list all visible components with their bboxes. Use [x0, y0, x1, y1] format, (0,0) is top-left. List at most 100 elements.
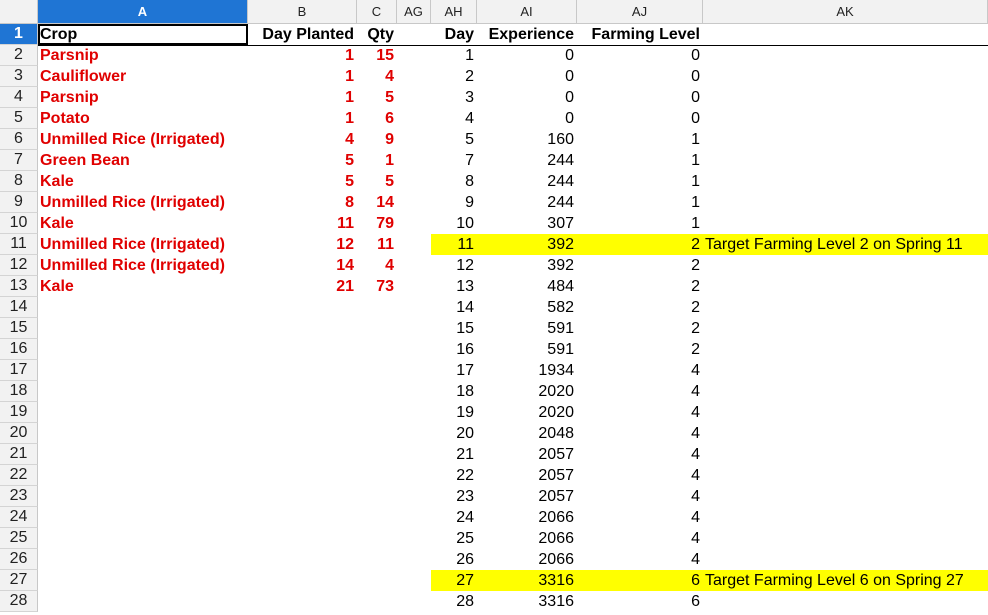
crop-cell[interactable]: Kale [40, 173, 74, 190]
qty-cell[interactable]: 5 [385, 173, 394, 190]
qty-cell[interactable]: 11 [377, 236, 394, 253]
experience-cell[interactable]: 0 [565, 68, 574, 85]
experience-cell[interactable]: 244 [547, 173, 574, 190]
day-cell[interactable]: 21 [456, 446, 474, 463]
crop-cell[interactable]: Green Bean [40, 152, 130, 169]
day-cell[interactable]: 19 [456, 404, 474, 421]
crop-cell[interactable]: Kale [40, 215, 74, 232]
farming-level-cell[interactable]: 6 [691, 572, 700, 589]
column-header-ai[interactable]: AI [477, 0, 577, 24]
farming-level-cell[interactable]: 1 [691, 152, 700, 169]
day-planted-cell[interactable]: 5 [345, 173, 354, 190]
row-header-21[interactable]: 21 [0, 444, 38, 465]
row-header-15[interactable]: 15 [0, 318, 38, 339]
experience-cell[interactable]: 0 [565, 110, 574, 127]
experience-cell[interactable]: 2057 [538, 467, 574, 484]
experience-cell[interactable]: 2066 [538, 551, 574, 568]
farming-level-cell[interactable]: 4 [691, 551, 700, 568]
column-header-ak[interactable]: AK [703, 0, 988, 24]
experience-cell[interactable]: 244 [547, 152, 574, 169]
row-header-13[interactable]: 13 [0, 276, 38, 297]
experience-cell[interactable]: 2066 [538, 530, 574, 547]
row-header-22[interactable]: 22 [0, 465, 38, 486]
farming-level-cell[interactable]: 0 [691, 68, 700, 85]
experience-cell[interactable]: 582 [547, 299, 574, 316]
day-cell[interactable]: 12 [456, 257, 474, 274]
row-header-25[interactable]: 25 [0, 528, 38, 549]
farming-level-cell[interactable]: 2 [691, 278, 700, 295]
row-header-26[interactable]: 26 [0, 549, 38, 570]
header-crop[interactable]: Crop [40, 26, 78, 43]
farming-level-cell[interactable]: 2 [691, 341, 700, 358]
farming-level-cell[interactable]: 4 [691, 530, 700, 547]
day-planted-cell[interactable]: 1 [345, 89, 354, 106]
target-note-cell[interactable]: Target Farming Level 2 on Spring 11 [705, 236, 963, 253]
day-cell[interactable]: 15 [456, 320, 474, 337]
experience-cell[interactable]: 392 [547, 257, 574, 274]
experience-cell[interactable]: 591 [547, 341, 574, 358]
experience-cell[interactable]: 2048 [538, 425, 574, 442]
column-header-ag[interactable]: AG [397, 0, 431, 24]
experience-cell[interactable]: 2020 [538, 404, 574, 421]
farming-level-cell[interactable]: 0 [691, 89, 700, 106]
qty-cell[interactable]: 14 [376, 194, 394, 211]
qty-cell[interactable]: 4 [385, 257, 394, 274]
farming-level-cell[interactable]: 1 [691, 131, 700, 148]
column-header-aj[interactable]: AJ [577, 0, 703, 24]
farming-level-cell[interactable]: 2 [691, 299, 700, 316]
experience-cell[interactable]: 2066 [538, 509, 574, 526]
row-header-19[interactable]: 19 [0, 402, 38, 423]
experience-cell[interactable]: 3316 [538, 572, 574, 589]
day-cell[interactable]: 4 [465, 110, 474, 127]
day-planted-cell[interactable]: 12 [336, 236, 354, 253]
day-cell[interactable]: 25 [456, 530, 474, 547]
day-planted-cell[interactable]: 1 [345, 68, 354, 85]
farming-level-cell[interactable]: 2 [691, 320, 700, 337]
crop-cell[interactable]: Kale [40, 278, 74, 295]
crop-cell[interactable]: Parsnip [40, 47, 99, 64]
farming-level-cell[interactable]: 4 [691, 425, 700, 442]
day-cell[interactable]: 9 [465, 194, 474, 211]
day-cell[interactable]: 5 [465, 131, 474, 148]
qty-cell[interactable]: 15 [376, 47, 394, 64]
experience-cell[interactable]: 160 [547, 131, 574, 148]
day-cell[interactable]: 28 [456, 593, 474, 610]
day-planted-cell[interactable]: 8 [345, 194, 354, 211]
experience-cell[interactable]: 1934 [538, 362, 574, 379]
row-header-28[interactable]: 28 [0, 591, 38, 612]
experience-cell[interactable]: 0 [565, 89, 574, 106]
experience-cell[interactable]: 591 [547, 320, 574, 337]
row-header-1[interactable]: 1 [0, 24, 38, 45]
day-cell[interactable]: 3 [465, 89, 474, 106]
qty-cell[interactable]: 9 [385, 131, 394, 148]
day-cell[interactable]: 17 [456, 362, 474, 379]
day-cell[interactable]: 7 [465, 152, 474, 169]
day-cell[interactable]: 18 [456, 383, 474, 400]
day-cell[interactable]: 27 [456, 572, 474, 589]
experience-cell[interactable]: 244 [547, 194, 574, 211]
column-header-a[interactable]: A [38, 0, 248, 24]
qty-cell[interactable]: 1 [385, 152, 394, 169]
farming-level-cell[interactable]: 2 [691, 236, 700, 253]
day-cell[interactable]: 20 [456, 425, 474, 442]
farming-level-cell[interactable]: 4 [691, 488, 700, 505]
experience-cell[interactable]: 0 [565, 47, 574, 64]
day-planted-cell[interactable]: 1 [345, 110, 354, 127]
row-header-12[interactable]: 12 [0, 255, 38, 276]
day-planted-cell[interactable]: 4 [345, 131, 354, 148]
day-cell[interactable]: 26 [456, 551, 474, 568]
experience-cell[interactable]: 3316 [538, 593, 574, 610]
crop-cell[interactable]: Unmilled Rice (Irrigated) [40, 131, 225, 148]
qty-cell[interactable]: 79 [376, 215, 394, 232]
row-header-10[interactable]: 10 [0, 213, 38, 234]
row-header-16[interactable]: 16 [0, 339, 38, 360]
column-header-c[interactable]: C [357, 0, 397, 24]
crop-cell[interactable]: Parsnip [40, 89, 99, 106]
row-header-2[interactable]: 2 [0, 45, 38, 66]
day-cell[interactable]: 16 [456, 341, 474, 358]
day-planted-cell[interactable]: 11 [337, 215, 354, 232]
crop-cell[interactable]: Unmilled Rice (Irrigated) [40, 257, 225, 274]
row-header-14[interactable]: 14 [0, 297, 38, 318]
select-all-corner[interactable] [0, 0, 38, 24]
day-cell[interactable]: 14 [456, 299, 474, 316]
